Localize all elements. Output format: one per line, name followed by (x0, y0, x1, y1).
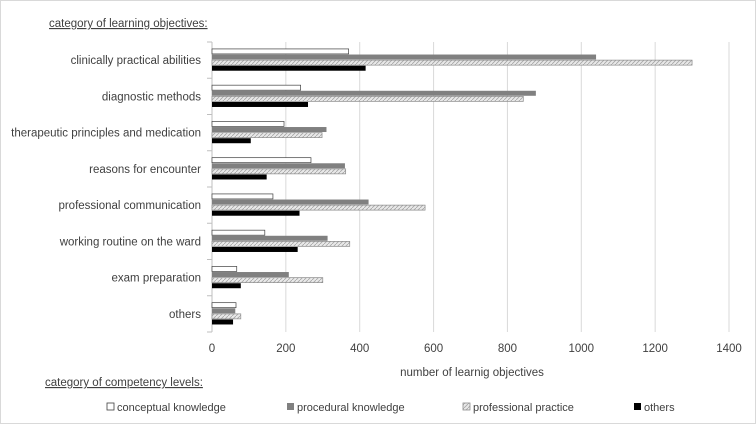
bar-procedural-knowledge-exam-preparation (212, 272, 289, 278)
category-label-reasons-for-encounter: reasons for encounter (89, 164, 201, 176)
bar-professional-practice-exam-preparation (211, 277, 324, 283)
legend-swatch-conceptual-knowledge (106, 402, 115, 411)
legend: conceptual knowledge procedural knowledge… (106, 402, 675, 414)
x-tick-200: 200 (276, 343, 295, 355)
bar-conceptual-knowledge-clinically-practical-abilities (211, 48, 349, 55)
bar-others-diagnostic-methods (212, 101, 309, 107)
x-tick-labels: 0 200 400 600 800 1000 1200 1400 (209, 343, 742, 355)
bar-conceptual-knowledge-others (211, 302, 237, 309)
bar-others-working-routine-on-the-ward (212, 246, 298, 252)
bar-conceptual-knowledge-professional-communication (211, 193, 274, 200)
category-labels: clinically practical abilities diagnostic… (11, 55, 201, 321)
bar-procedural-knowledge-others (212, 308, 236, 314)
category-axis-title: category of learning objectives: (49, 18, 208, 30)
bar-others-exam-preparation (212, 283, 241, 289)
bar-others-clinically-practical-abilities (212, 65, 366, 71)
x-tick-600: 600 (424, 343, 443, 355)
bar-conceptual-knowledge-exam-preparation (211, 266, 238, 272)
bar-others-reasons-for-encounter (212, 174, 267, 180)
legend-swatch-procedural-knowledge (287, 403, 294, 410)
bar-procedural-knowledge-professional-communication (212, 199, 369, 205)
bar-professional-practice-therapeutic-principles-and-medication (211, 132, 323, 138)
category-label-working-routine-on-the-ward: working routine on the ward (59, 236, 201, 248)
bar-professional-practice-reasons-for-encounter (211, 168, 347, 175)
bars (211, 48, 693, 325)
bar-professional-practice-working-routine-on-the-ward (211, 241, 351, 247)
bar-professional-practice-professional-communication (211, 204, 426, 211)
legend-title: category of competency levels: (45, 377, 203, 389)
x-tick-0: 0 (209, 343, 215, 355)
bar-others-others (212, 319, 234, 325)
bar-professional-practice-diagnostic-methods (211, 96, 524, 102)
bar-procedural-knowledge-reasons-for-encounter (212, 163, 345, 169)
legend-label-procedural-knowledge: procedural knowledge (297, 402, 405, 414)
bar-conceptual-knowledge-reasons-for-encounter (211, 157, 312, 164)
bar-professional-practice-clinically-practical-abilities (211, 59, 693, 66)
bar-conceptual-knowledge-therapeutic-principles-and-medication (211, 121, 285, 127)
bar-professional-practice-others (211, 313, 242, 320)
x-tick-1000: 1000 (568, 343, 594, 355)
x-tick-800: 800 (498, 343, 517, 355)
category-label-others: others (169, 309, 201, 321)
x-tick-1200: 1200 (642, 343, 668, 355)
bar-others-professional-communication (212, 210, 300, 216)
legend-swatch-professional-practice (462, 402, 471, 411)
x-axis-label: number of learnig objectives (400, 367, 544, 379)
x-tick-400: 400 (350, 343, 369, 355)
bar-procedural-knowledge-clinically-practical-abilities (212, 54, 597, 60)
legend-label-professional-practice: professional practice (473, 402, 574, 414)
bar-conceptual-knowledge-diagnostic-methods (211, 84, 301, 91)
category-label-clinically-practical-abilities: clinically practical abilities (71, 55, 202, 67)
category-label-exam-preparation: exam preparation (112, 273, 202, 285)
legend-label-others: others (644, 402, 675, 414)
bar-procedural-knowledge-working-routine-on-the-ward (212, 235, 328, 241)
category-label-diagnostic-methods: diagnostic methods (102, 91, 201, 103)
bar-procedural-knowledge-therapeutic-principles-and-medication (212, 127, 327, 133)
legend-label-conceptual-knowledge: conceptual knowledge (117, 402, 226, 414)
legend-swatch-others (634, 403, 641, 410)
x-tick-1400: 1400 (716, 343, 742, 355)
category-label-professional-communication: professional communication (58, 200, 201, 212)
bar-conceptual-knowledge-working-routine-on-the-ward (211, 229, 266, 236)
category-label-therapeutic-principles-and-medication: therapeutic principles and medication (11, 128, 201, 140)
bar-procedural-knowledge-diagnostic-methods (212, 90, 536, 96)
bar-others-therapeutic-principles-and-medication (212, 138, 251, 144)
